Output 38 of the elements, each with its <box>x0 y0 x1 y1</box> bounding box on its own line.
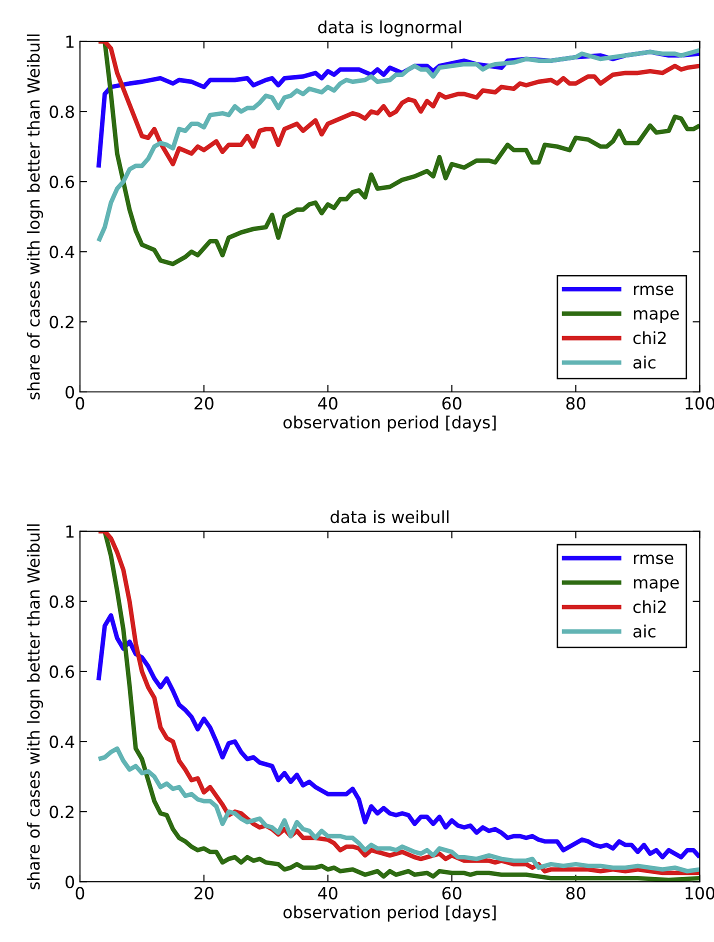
y-tick-label: 1 <box>66 36 74 48</box>
line-series <box>96 746 700 874</box>
x-tick-label: 80 <box>566 397 586 410</box>
legend-label: aic <box>633 624 656 638</box>
line-series <box>96 613 700 860</box>
x-axis-title: observation period [days] <box>283 905 496 922</box>
legend-label: mape <box>634 310 679 323</box>
y-tick-label: 0.8 <box>50 595 74 608</box>
x-tick-label: 40 <box>318 886 338 900</box>
y-tick-label: 0.6 <box>50 176 74 188</box>
y-tick-label: 0.6 <box>50 665 74 678</box>
legend-label: aic <box>633 356 656 369</box>
x-tick-label: 0 <box>76 886 84 900</box>
x-tick-label: 60 <box>442 397 462 410</box>
x-tick-label: 80 <box>566 886 586 900</box>
legend-label: rmse <box>634 286 674 296</box>
chart-title: data is lognormal <box>318 20 461 37</box>
legend-label: mape <box>634 579 679 592</box>
x-tick-label: 0 <box>76 397 84 410</box>
legend-label: chi2 <box>633 600 666 614</box>
y-tick-label: 0.8 <box>50 105 74 118</box>
y-tick-label: 0.2 <box>50 806 74 818</box>
y-axis-title: share of cases with logn better than Weibull <box>26 34 44 400</box>
x-tick-label: 20 <box>194 886 214 900</box>
y-axis-title: share of cases with logn better than Weibull <box>26 524 44 890</box>
y-tick-label: 0 <box>66 876 74 888</box>
y-tick-label: 0.4 <box>50 246 74 258</box>
chart-title: data is weibull <box>330 510 448 524</box>
legend-label: chi2 <box>633 331 666 344</box>
y-tick-label: 0.2 <box>50 316 74 328</box>
y-tick-label: 1 <box>66 525 74 538</box>
y-tick-label: 0.4 <box>50 736 74 748</box>
x-axis-title: observation period [days] <box>283 416 496 432</box>
x-tick-label: 60 <box>442 886 462 900</box>
legend-label: rmse <box>634 554 674 564</box>
y-tick-label: 0 <box>66 386 74 398</box>
x-tick-label: 20 <box>194 397 214 410</box>
x-tick-label: 40 <box>318 397 338 410</box>
